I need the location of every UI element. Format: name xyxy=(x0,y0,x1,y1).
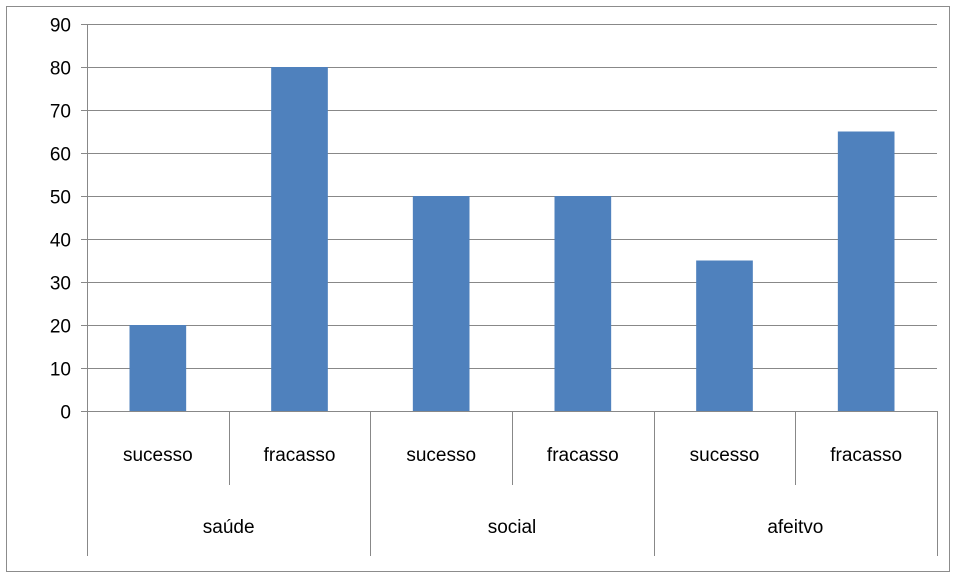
y-tick-label: 80 xyxy=(50,59,71,80)
bar-fracasso-1 xyxy=(271,67,328,411)
y-tick-label: 10 xyxy=(50,360,71,381)
category-label: fracasso xyxy=(264,445,336,466)
y-tick-label: 0 xyxy=(60,403,71,424)
axes xyxy=(81,24,938,556)
bar-sucesso-0 xyxy=(129,325,187,411)
bars xyxy=(129,67,895,411)
category-label: fracasso xyxy=(830,445,902,466)
bar-fracasso-5 xyxy=(837,131,895,411)
y-tick-label: 30 xyxy=(50,274,71,295)
y-tick-label: 40 xyxy=(50,231,71,252)
bar-sucesso-4 xyxy=(696,260,753,411)
y-tick-label: 90 xyxy=(50,16,71,37)
category-label: sucesso xyxy=(123,445,193,466)
y-tick-label: 50 xyxy=(50,188,71,209)
group-label: afeitvo xyxy=(767,517,823,538)
bar-fracasso-3 xyxy=(554,196,612,411)
category-labels: sucesso fracasso sucesso fracasso sucesso fra… xyxy=(123,445,902,466)
category-label: sucesso xyxy=(690,445,760,466)
gridlines xyxy=(87,24,937,369)
y-tick-label: 70 xyxy=(50,102,71,123)
category-label: fracasso xyxy=(547,445,619,466)
category-label: sucesso xyxy=(406,445,476,466)
group-label: social xyxy=(488,517,537,538)
y-tick-label: 20 xyxy=(50,317,71,338)
group-labels: saúde social afeitvo xyxy=(203,517,824,538)
y-tick-labels: 0 10 20 30 40 50 60 70 80 90 xyxy=(50,16,71,424)
group-label: saúde xyxy=(203,517,255,538)
chart-frame xyxy=(6,6,950,572)
bar-sucesso-2 xyxy=(412,196,470,411)
y-tick-label: 60 xyxy=(50,145,71,166)
